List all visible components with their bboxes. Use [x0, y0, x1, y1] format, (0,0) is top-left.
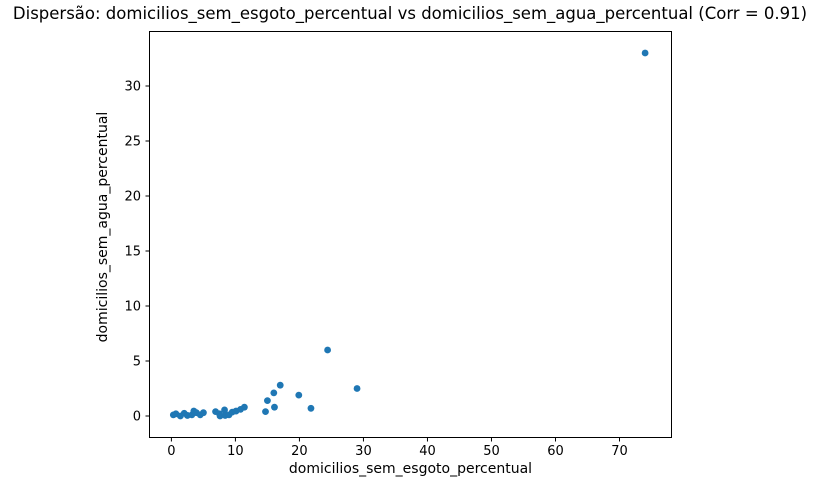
- y-tick-label: 25: [124, 135, 141, 150]
- x-tick-label: 20: [291, 444, 308, 459]
- y-tick-label: 5: [133, 355, 141, 370]
- scatter-point: [270, 389, 278, 397]
- x-tick-label: 30: [355, 444, 372, 459]
- scatter-point: [307, 404, 315, 412]
- plot-area: 0 10 20 30 40 50 60 70 0 5 10 15 20 25 30: [124, 31, 672, 459]
- scatter-point: [221, 406, 228, 414]
- scatter-point: [353, 385, 361, 392]
- x-axis-label: domicilios_sem_esgoto_percentual: [288, 461, 533, 477]
- scatter-point: [262, 408, 269, 415]
- y-tick-label: 0: [133, 410, 141, 425]
- scatter-point: [276, 381, 284, 389]
- x-tick-label: 70: [611, 444, 628, 459]
- y-tick-label: 20: [124, 190, 141, 205]
- x-tick-label: 0: [167, 444, 175, 459]
- scatter-point: [271, 403, 278, 411]
- x-tick-label: 50: [483, 444, 500, 459]
- scatter-point: [216, 412, 224, 420]
- scatter-point: [641, 49, 649, 57]
- scatter-point: [295, 391, 303, 399]
- scatter-point: [264, 397, 271, 404]
- y-tick-label: 10: [124, 300, 141, 315]
- chart-title: Dispersão: domicilios_sem_esgoto_percent…: [12, 4, 808, 23]
- scatter-point: [240, 403, 248, 411]
- x-tick-label: 40: [419, 444, 436, 459]
- plot-frame: [149, 31, 672, 438]
- x-tick-label: 60: [547, 444, 564, 459]
- y-axis-label: domicilios_sem_agua_percentual: [95, 111, 111, 343]
- y-tick-label: 15: [124, 245, 141, 260]
- y-tick-label: 30: [124, 80, 141, 95]
- scatter-point: [200, 409, 207, 417]
- x-tick-label: 10: [227, 444, 244, 459]
- scatter-point: [324, 346, 332, 354]
